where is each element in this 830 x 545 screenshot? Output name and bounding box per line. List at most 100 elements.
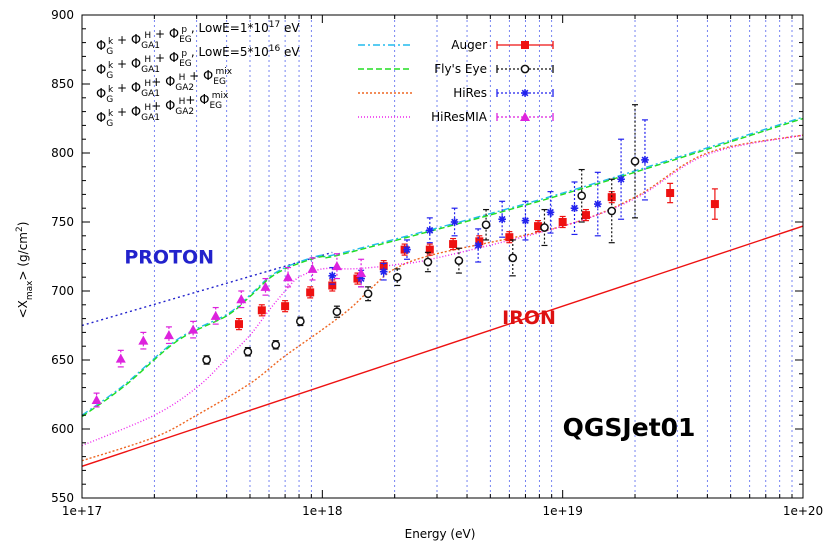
data-point-square [475, 237, 484, 246]
model-line-lowE5e16 [82, 117, 803, 418]
y-axis-title: <Xmax> (g/cm2) [15, 222, 35, 319]
x-axis-title: Energy (eV) [405, 527, 476, 541]
errorbar-star [522, 200, 529, 241]
data-point-star [498, 215, 506, 224]
legend-data-marker-star [521, 89, 529, 97]
legend-model-label: ΦGk + ΦGA1H + ΦEGp , LowE=5*1016 eV [96, 44, 300, 81]
data-point-square [379, 262, 388, 271]
data-point-circle [271, 340, 281, 350]
y-tick-label: 800 [51, 146, 74, 160]
legend-model-label: ΦGk + ΦGA1H + ΦEGp , LowE=1*1017 eV [96, 20, 300, 57]
legend-data-label: HiResMIA [431, 110, 488, 124]
x-tick-label: 1e+17 [62, 504, 102, 518]
data-point-triangle [91, 395, 102, 405]
data-point-square [505, 233, 514, 242]
data-point-triangle [115, 353, 126, 363]
data-point-square [234, 320, 243, 329]
data-point-star [521, 216, 530, 225]
data-point-star [328, 272, 337, 280]
data-point-triangle [356, 268, 367, 278]
data-point-triangle [236, 294, 247, 304]
data-point-square [257, 306, 266, 315]
data-point-triangle [283, 272, 294, 282]
data-points-layer [91, 104, 719, 408]
plot-frame [81, 14, 804, 499]
data-point-circle [540, 223, 549, 232]
data-point-star [617, 175, 625, 184]
y-axis-title-sub: max [25, 280, 35, 300]
y-tick-label: 750 [51, 215, 74, 229]
legend-data-marker-square [521, 41, 529, 49]
grid-layer [153, 15, 793, 498]
legend-data-label: Auger [451, 38, 487, 52]
legend-data-label: Fly's Eye [434, 62, 487, 76]
data-point-triangle [163, 330, 174, 340]
data-point-circle [295, 317, 305, 326]
annotations-layer: PROTON IRON QGSJet01 [124, 246, 695, 442]
data-point-circle [332, 307, 342, 317]
data-point-square [534, 222, 543, 231]
y-tick-label: 850 [51, 77, 74, 91]
model-line-GA1_GA2_EGmix [82, 134, 803, 447]
errorbar-circle [578, 168, 585, 223]
legend-model-label: ΦGk + ΦGA1H+ ΦGA2H + ΦEGmix [96, 67, 233, 105]
y-tick-label: 550 [51, 491, 74, 505]
iron-reference-line [82, 225, 803, 467]
data-point-circle [392, 272, 402, 282]
x-tick-label: 1e+19 [542, 504, 582, 518]
legend-data-marker-triangle [520, 112, 530, 121]
errorbar-star [594, 171, 601, 237]
annotation-proton: PROTON [124, 246, 214, 268]
y-tick-label: 600 [51, 422, 74, 436]
data-point-circle [481, 220, 491, 230]
data-point-circle [630, 156, 640, 166]
data-point-star [474, 241, 482, 250]
errorbar-circle [483, 208, 490, 241]
data-point-square [328, 281, 337, 290]
x-tick-label: 1e+20 [783, 504, 823, 518]
data-point-square [710, 200, 719, 209]
y-tick-label: 650 [51, 353, 74, 367]
data-point-triangle [210, 310, 221, 320]
data-point-triangle [260, 281, 271, 291]
data-point-circle [363, 289, 373, 299]
legend-data-label: HiRes [453, 86, 487, 100]
y-axis-title-main: <X [16, 300, 30, 318]
data-point-circle [508, 253, 518, 263]
errorbar-circle [365, 286, 372, 302]
data-point-star [379, 267, 388, 276]
data-point-square [425, 245, 434, 254]
data-point-circle [202, 355, 211, 365]
data-point-triangle [138, 335, 149, 345]
data-point-circle [243, 347, 253, 357]
errorbar-triangle [309, 257, 316, 281]
proton-reference-line [82, 251, 333, 327]
data-point-square [449, 240, 458, 249]
y-axis-title-close: ) [16, 222, 30, 227]
y-tick-label: 900 [51, 8, 74, 22]
data-point-star [546, 208, 555, 217]
model-line-GA2_EGmix [82, 134, 803, 462]
data-point-circle [577, 191, 587, 201]
data-point-square [306, 288, 315, 297]
data-point-star [426, 226, 434, 235]
data-point-triangle [188, 324, 199, 334]
y-tick-label: 700 [51, 284, 74, 298]
data-point-star [593, 200, 602, 208]
errorbar-triangle [93, 392, 100, 408]
x-tick-label: 1e+18 [302, 504, 342, 518]
data-point-square [281, 302, 290, 311]
data-point-circle [607, 206, 617, 216]
data-point-square [666, 189, 675, 198]
y-axis-title-unit: > (g/cm [16, 232, 30, 281]
data-point-circle [423, 257, 433, 267]
data-point-star [641, 156, 649, 164]
annotation-model: QGSJet01 [563, 413, 696, 442]
legend-model-label: ΦGk + ΦGA1H+ ΦGA2H+ ΦEGmix [96, 91, 229, 129]
data-point-triangle [307, 263, 318, 273]
legend-data-marker-circle [520, 64, 530, 74]
errorbar-circle [608, 178, 615, 244]
ticks-layer: 1e+17 1e+18 1e+19 1e+20 550 600 650 700 750 800 85… [51, 8, 823, 518]
